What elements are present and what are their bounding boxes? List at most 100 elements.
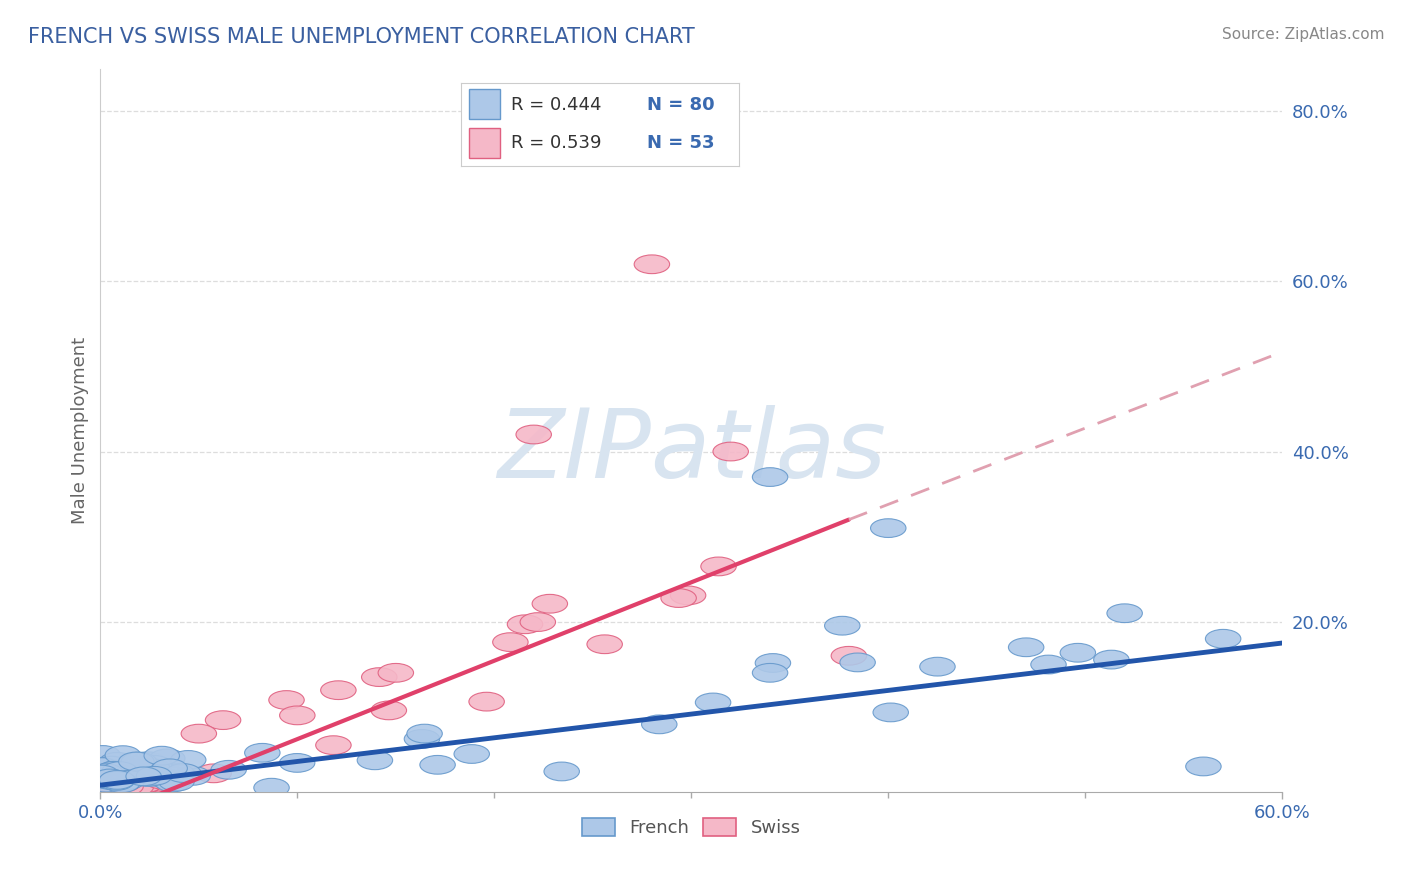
- Ellipse shape: [83, 769, 120, 788]
- Ellipse shape: [91, 771, 128, 789]
- Ellipse shape: [321, 681, 356, 699]
- Ellipse shape: [117, 756, 152, 775]
- Ellipse shape: [378, 664, 413, 682]
- Ellipse shape: [98, 778, 134, 797]
- Ellipse shape: [371, 701, 406, 720]
- Ellipse shape: [114, 777, 149, 796]
- Ellipse shape: [831, 647, 866, 665]
- Ellipse shape: [544, 762, 579, 780]
- Ellipse shape: [131, 759, 166, 778]
- Ellipse shape: [93, 768, 128, 787]
- Ellipse shape: [752, 664, 787, 682]
- Ellipse shape: [159, 772, 194, 791]
- Ellipse shape: [245, 743, 280, 762]
- Ellipse shape: [254, 779, 290, 797]
- Ellipse shape: [121, 765, 156, 784]
- Text: Source: ZipAtlas.com: Source: ZipAtlas.com: [1222, 27, 1385, 42]
- Ellipse shape: [269, 690, 304, 709]
- Ellipse shape: [1205, 630, 1241, 648]
- Ellipse shape: [700, 558, 737, 575]
- Ellipse shape: [131, 752, 166, 771]
- Ellipse shape: [406, 724, 443, 743]
- Ellipse shape: [105, 772, 142, 791]
- Ellipse shape: [316, 736, 352, 755]
- Ellipse shape: [1031, 655, 1066, 673]
- Ellipse shape: [145, 771, 180, 789]
- Ellipse shape: [83, 766, 120, 785]
- Ellipse shape: [127, 767, 162, 786]
- Ellipse shape: [357, 751, 392, 770]
- Ellipse shape: [155, 773, 190, 792]
- Ellipse shape: [108, 770, 143, 789]
- Ellipse shape: [211, 761, 246, 780]
- Ellipse shape: [89, 764, 124, 782]
- Ellipse shape: [104, 773, 139, 792]
- Ellipse shape: [873, 703, 908, 722]
- Ellipse shape: [118, 765, 153, 784]
- Ellipse shape: [671, 586, 706, 605]
- Ellipse shape: [96, 762, 132, 780]
- Ellipse shape: [94, 766, 129, 785]
- Ellipse shape: [105, 746, 141, 764]
- Ellipse shape: [101, 762, 138, 780]
- Ellipse shape: [661, 589, 696, 607]
- Ellipse shape: [128, 756, 165, 775]
- Ellipse shape: [108, 777, 143, 796]
- Ellipse shape: [105, 768, 141, 787]
- Ellipse shape: [520, 613, 555, 632]
- Ellipse shape: [136, 756, 172, 774]
- Ellipse shape: [160, 764, 197, 783]
- Ellipse shape: [752, 467, 787, 486]
- Ellipse shape: [149, 749, 186, 768]
- Ellipse shape: [118, 778, 153, 797]
- Ellipse shape: [492, 632, 529, 651]
- Ellipse shape: [107, 765, 143, 784]
- Ellipse shape: [91, 774, 128, 793]
- Ellipse shape: [135, 765, 172, 784]
- Ellipse shape: [83, 765, 120, 784]
- Text: FRENCH VS SWISS MALE UNEMPLOYMENT CORRELATION CHART: FRENCH VS SWISS MALE UNEMPLOYMENT CORREL…: [28, 27, 695, 46]
- Ellipse shape: [148, 769, 183, 788]
- Ellipse shape: [641, 715, 678, 734]
- Ellipse shape: [839, 653, 876, 672]
- Ellipse shape: [920, 657, 955, 676]
- Ellipse shape: [280, 706, 315, 724]
- Ellipse shape: [634, 255, 669, 274]
- Ellipse shape: [93, 776, 128, 794]
- Ellipse shape: [139, 772, 174, 791]
- Ellipse shape: [129, 766, 165, 785]
- Ellipse shape: [105, 772, 142, 791]
- Ellipse shape: [586, 635, 623, 654]
- Ellipse shape: [195, 764, 232, 782]
- Ellipse shape: [97, 774, 132, 793]
- Ellipse shape: [508, 615, 543, 633]
- Ellipse shape: [405, 730, 440, 748]
- Text: ZIPatlas: ZIPatlas: [496, 406, 886, 499]
- Ellipse shape: [454, 745, 489, 764]
- Ellipse shape: [105, 772, 141, 791]
- Ellipse shape: [110, 771, 146, 789]
- Ellipse shape: [713, 442, 748, 461]
- Ellipse shape: [280, 754, 315, 772]
- Ellipse shape: [824, 616, 860, 635]
- Ellipse shape: [93, 769, 128, 788]
- Ellipse shape: [120, 767, 155, 786]
- Ellipse shape: [120, 764, 155, 782]
- Ellipse shape: [143, 747, 180, 765]
- Ellipse shape: [160, 764, 195, 783]
- Ellipse shape: [127, 774, 163, 793]
- Ellipse shape: [136, 766, 172, 785]
- Ellipse shape: [166, 764, 201, 782]
- Ellipse shape: [1060, 643, 1095, 662]
- Ellipse shape: [1008, 638, 1043, 657]
- Ellipse shape: [121, 752, 156, 771]
- Ellipse shape: [94, 756, 129, 775]
- Ellipse shape: [84, 769, 121, 788]
- Ellipse shape: [1107, 604, 1142, 623]
- Ellipse shape: [755, 654, 790, 673]
- Ellipse shape: [181, 724, 217, 743]
- Ellipse shape: [468, 692, 505, 711]
- Ellipse shape: [170, 750, 205, 769]
- Legend: French, Swiss: French, Swiss: [575, 811, 807, 845]
- Ellipse shape: [94, 774, 129, 793]
